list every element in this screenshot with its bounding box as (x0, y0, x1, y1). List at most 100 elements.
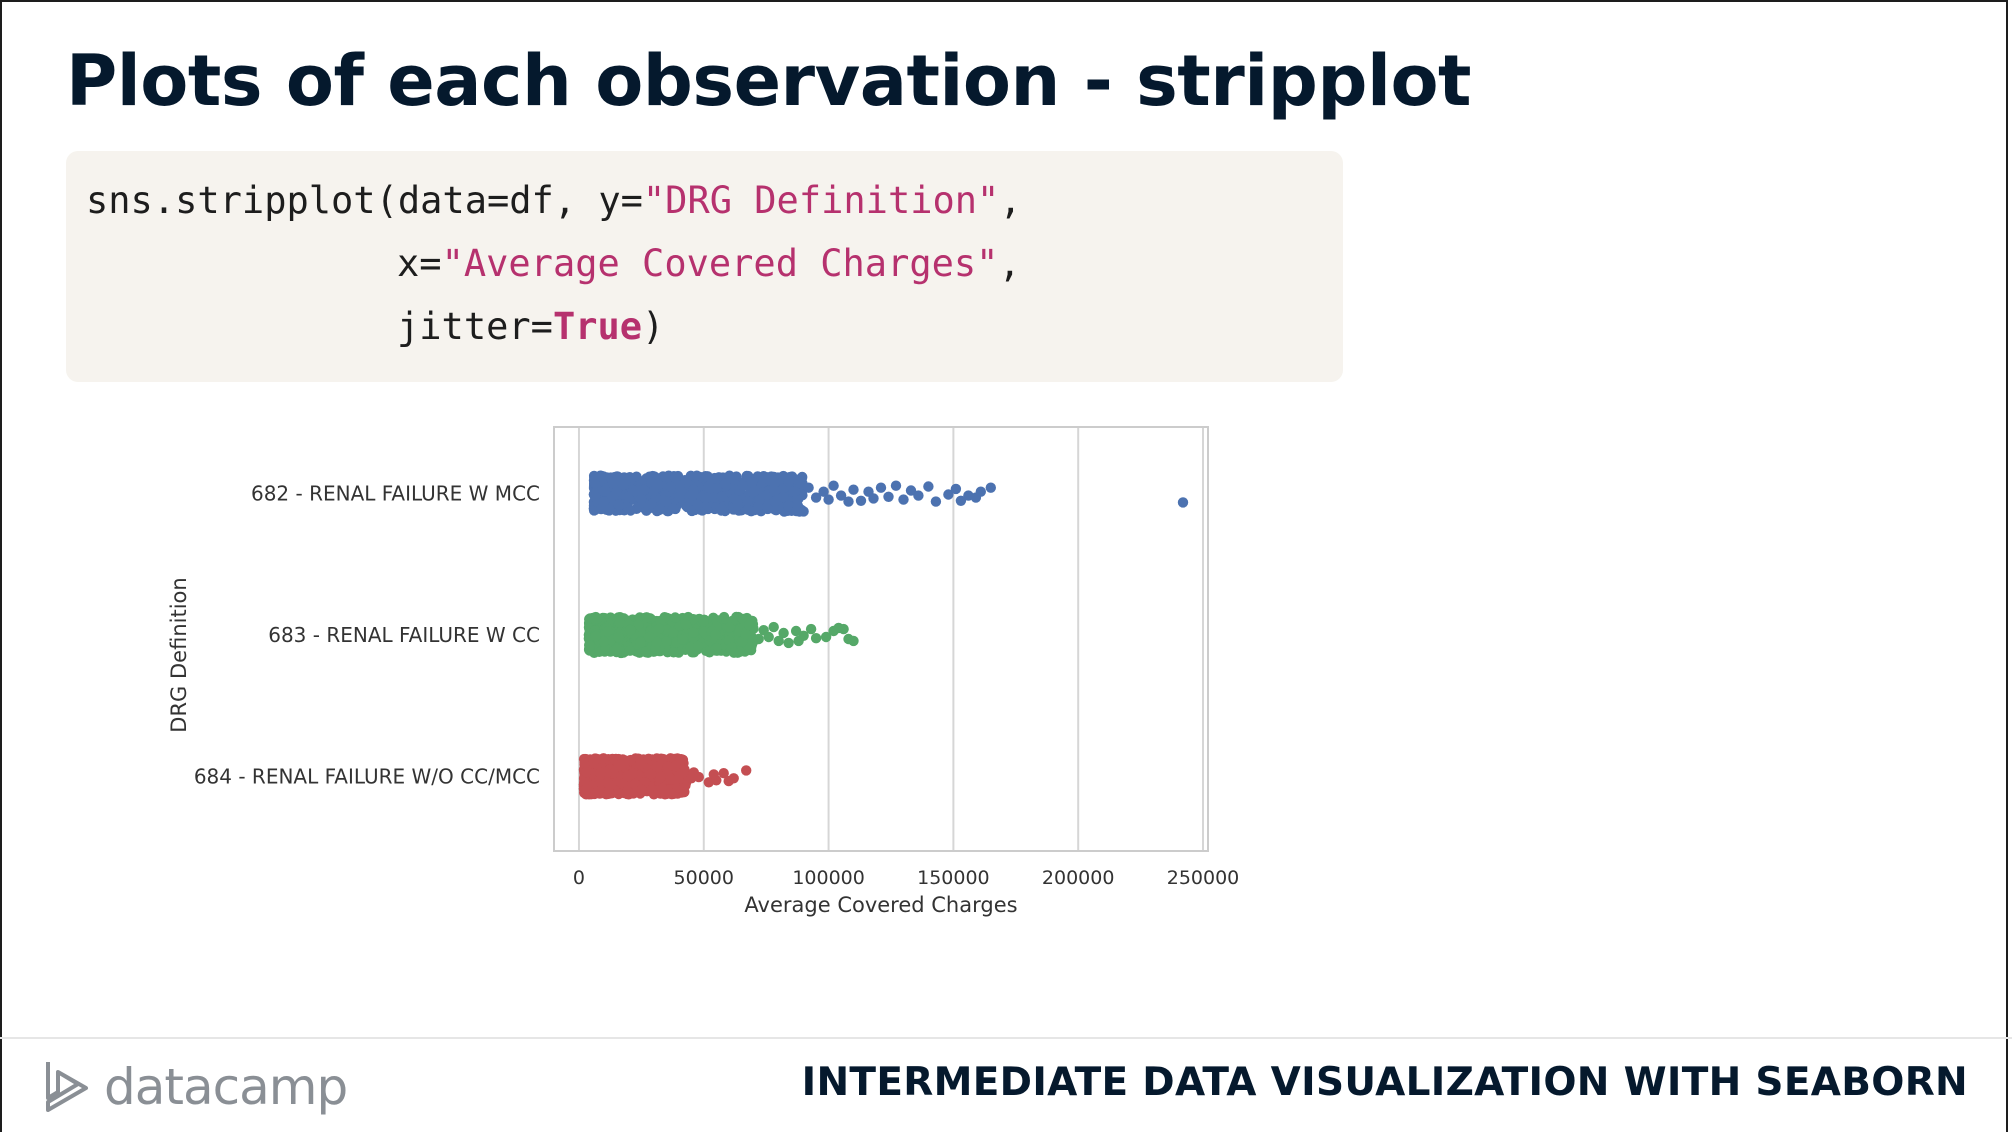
y-tick-labels: 682 - RENAL FAILURE W MCC 683 - RENAL FAI… (194, 482, 540, 789)
data-point (651, 636, 662, 648)
data-point (677, 634, 688, 645)
brand-name: datacamp (104, 1058, 348, 1116)
data-point (643, 631, 655, 643)
data-point (710, 629, 721, 640)
slide-title: Plots of each observation - stripplot (66, 40, 1472, 122)
data-point (692, 640, 704, 652)
data-point (743, 619, 755, 631)
data-point (791, 505, 802, 517)
data-point (724, 470, 735, 481)
data-point (590, 753, 601, 764)
data-point (608, 768, 619, 779)
code-line-1: sns.stripplot(data=df, y="DRG Definition… (86, 179, 1022, 222)
data-point (798, 630, 809, 641)
data-point (670, 760, 681, 772)
x-tick-label: 250000 (1167, 867, 1240, 889)
data-point (635, 637, 646, 648)
data-point (768, 621, 779, 633)
data-point (754, 494, 765, 505)
data-point (1177, 497, 1189, 508)
data-point (670, 612, 681, 623)
code-text: , (998, 242, 1021, 285)
data-point (627, 768, 639, 779)
code-text: jitter= (397, 305, 553, 348)
data-point (674, 480, 685, 491)
data-point (646, 477, 657, 489)
data-point (955, 495, 967, 506)
data-point (855, 495, 867, 506)
data-point (622, 786, 633, 797)
data-point (602, 626, 613, 637)
data-point (603, 787, 615, 799)
data-point (651, 761, 663, 772)
data-point (890, 480, 902, 491)
data-point (930, 496, 942, 507)
data-point (701, 500, 713, 511)
data-point (641, 612, 652, 623)
data-point (665, 774, 677, 785)
x-tick-label: 0 (573, 867, 585, 889)
data-point (985, 482, 996, 493)
data-point (660, 496, 672, 507)
data-point (613, 631, 624, 643)
data-point (702, 492, 713, 503)
data-point (698, 626, 710, 638)
data-point (868, 493, 879, 504)
data-point (698, 616, 709, 627)
data-point (602, 777, 613, 788)
data-point (773, 635, 784, 647)
x-tick-labels: 0 50000 100000 150000 200000 250000 (573, 867, 1239, 889)
data-point (625, 624, 636, 636)
data-point (790, 625, 802, 637)
data-point (670, 472, 681, 483)
y-tick-label: 683 - RENAL FAILURE W CC (268, 623, 540, 647)
data-point (943, 489, 954, 500)
data-point (788, 486, 800, 497)
data-point (584, 640, 595, 652)
data-point (762, 503, 773, 515)
data-point (720, 478, 731, 490)
data-point (783, 500, 794, 512)
x-tick-label: 150000 (917, 867, 990, 889)
data-point (581, 783, 592, 795)
data-point (590, 491, 601, 503)
data-point (613, 474, 624, 485)
data-point (625, 505, 636, 516)
data-point (848, 484, 859, 495)
data-point (950, 483, 962, 495)
data-point (848, 635, 859, 647)
data-point (805, 623, 817, 635)
data-point (667, 627, 679, 638)
code-block: sns.stripplot(data=df, y="DRG Definition… (66, 151, 1343, 382)
data-point (600, 485, 611, 497)
data-point (613, 499, 624, 510)
data-point (835, 490, 847, 501)
data-point (624, 645, 636, 656)
data-points (578, 470, 1189, 800)
data-point (820, 631, 832, 643)
code-line-3: jitter=True) (397, 305, 664, 348)
data-point (591, 613, 603, 624)
data-point (810, 492, 822, 503)
data-point (783, 637, 794, 649)
data-point (667, 503, 679, 514)
data-point (898, 494, 909, 505)
data-point (668, 647, 679, 658)
code-line-2: x="Average Covered Charges", (397, 242, 1021, 285)
data-point (702, 471, 713, 482)
data-point (636, 784, 647, 795)
data-point (579, 758, 591, 769)
data-point (688, 484, 699, 495)
data-point (718, 768, 729, 779)
data-point (653, 623, 665, 634)
code-text: ) (642, 305, 665, 348)
code-text: , (999, 179, 1022, 222)
data-point (766, 471, 777, 482)
data-point (685, 642, 696, 653)
data-point (778, 491, 789, 503)
data-point (691, 470, 702, 481)
data-point (704, 647, 715, 658)
x-axis-label: Average Covered Charges (744, 893, 1017, 917)
data-point (838, 623, 849, 635)
